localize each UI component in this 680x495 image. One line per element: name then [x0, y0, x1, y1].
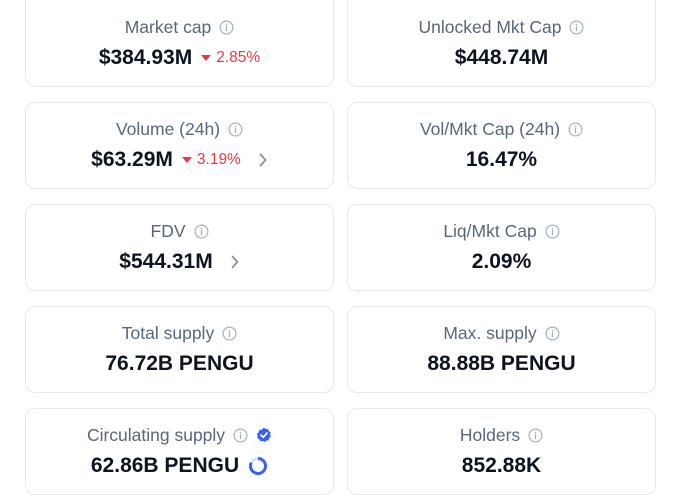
verified-badge-icon[interactable] — [256, 427, 272, 443]
chevron-right-icon[interactable] — [230, 255, 240, 269]
holders-label: Holders — [459, 425, 521, 445]
circulating-supply-card: Circulating supply 62.86B PENGU — [25, 408, 334, 495]
caret-down-icon — [181, 157, 192, 163]
vol-mkt-cap-value-row: 16.47% — [466, 148, 537, 172]
vol-mkt-cap-label-row: Vol/Mkt Cap (24h) — [420, 119, 583, 139]
circulating-supply-label: Circulating supply — [86, 425, 226, 445]
liq-mkt-cap-label-row: Liq/Mkt Cap — [443, 221, 560, 241]
market-cap-value: $384.93M — [98, 46, 193, 69]
fdv-card[interactable]: FDV $544.31M — [25, 204, 334, 291]
unlocked-mkt-cap-label-row: Unlocked Mkt Cap — [419, 17, 585, 37]
unlocked-mkt-cap-card: Unlocked Mkt Cap $448.74M — [347, 0, 656, 87]
volume-24h-value-row: $63.29M 3.19% — [91, 148, 268, 172]
vol-mkt-cap-card: Vol/Mkt Cap (24h) 16.47% — [347, 102, 656, 189]
holders-card: Holders 852.88K — [347, 408, 656, 495]
market-cap-label-row: Market cap — [125, 17, 235, 37]
total-supply-label-row: Total supply — [122, 323, 237, 343]
vol-mkt-cap-label: Vol/Mkt Cap (24h) — [419, 119, 561, 139]
volume-24h-label: Volume (24h) — [115, 119, 221, 139]
unlocked-mkt-cap-value: $448.74M — [454, 46, 549, 69]
unlocked-mkt-cap-value-row: $448.74M — [455, 46, 548, 70]
max-supply-label: Max. supply — [443, 323, 537, 343]
volume-24h-card[interactable]: Volume (24h) $63.29M 3.19% — [25, 102, 334, 189]
info-icon[interactable] — [194, 224, 209, 239]
max-supply-value: 88.88B PENGU — [427, 352, 576, 375]
max-supply-label-row: Max. supply — [443, 323, 560, 343]
total-supply-value-row: 76.72B PENGU — [105, 352, 253, 376]
holders-label-row: Holders — [460, 425, 543, 445]
liq-mkt-cap-value-row: 2.09% — [472, 250, 532, 274]
holders-value-row: 852.88K — [462, 454, 541, 478]
caret-down-icon — [201, 55, 212, 61]
info-icon[interactable] — [233, 428, 248, 443]
market-cap-change: 2.85% — [201, 46, 260, 70]
info-icon[interactable] — [569, 20, 584, 35]
circulating-supply-value: 62.86B PENGU — [90, 454, 240, 477]
total-supply-value: 76.72B PENGU — [105, 352, 254, 375]
fdv-label: FDV — [150, 221, 186, 241]
liq-mkt-cap-card: Liq/Mkt Cap 2.09% — [347, 204, 656, 291]
total-supply-card: Total supply 76.72B PENGU — [25, 306, 334, 393]
liq-mkt-cap-value: 2.09% — [471, 250, 532, 273]
chevron-right-icon[interactable] — [258, 153, 268, 167]
max-supply-card: Max. supply 88.88B PENGU — [347, 306, 656, 393]
info-icon[interactable] — [545, 224, 560, 239]
vol-mkt-cap-value: 16.47% — [465, 148, 538, 171]
volume-24h-label-row: Volume (24h) — [116, 119, 243, 139]
market-cap-change-value: 2.85% — [216, 49, 261, 66]
volume-24h-change-value: 3.19% — [196, 151, 241, 168]
market-cap-value-row: $384.93M 2.85% — [99, 46, 260, 70]
info-icon[interactable] — [228, 122, 243, 137]
liq-mkt-cap-label: Liq/Mkt Cap — [443, 221, 537, 241]
supply-ring-icon[interactable] — [248, 456, 268, 476]
market-cap-label: Market cap — [124, 17, 212, 37]
unlocked-mkt-cap-label: Unlocked Mkt Cap — [418, 17, 562, 37]
volume-24h-value: $63.29M — [91, 148, 173, 171]
fdv-label-row: FDV — [151, 221, 209, 241]
fdv-value: $544.31M — [119, 250, 213, 273]
stats-grid: Market cap $384.93M 2.85% Unlocked Mkt C… — [25, 0, 656, 495]
info-icon[interactable] — [568, 122, 583, 137]
holders-value: 852.88K — [461, 454, 542, 477]
circulating-supply-label-row: Circulating supply — [87, 425, 272, 445]
volume-24h-change: 3.19% — [181, 148, 241, 172]
circulating-supply-value-row: 62.86B PENGU — [91, 454, 268, 478]
info-icon[interactable] — [222, 326, 237, 341]
info-icon[interactable] — [528, 428, 543, 443]
market-cap-card: Market cap $384.93M 2.85% — [25, 0, 334, 87]
total-supply-label: Total supply — [121, 323, 215, 343]
info-icon[interactable] — [545, 326, 560, 341]
info-icon[interactable] — [219, 20, 234, 35]
max-supply-value-row: 88.88B PENGU — [427, 352, 575, 376]
fdv-value-row: $544.31M — [119, 250, 239, 274]
supply-ring-progress — [249, 457, 268, 475]
